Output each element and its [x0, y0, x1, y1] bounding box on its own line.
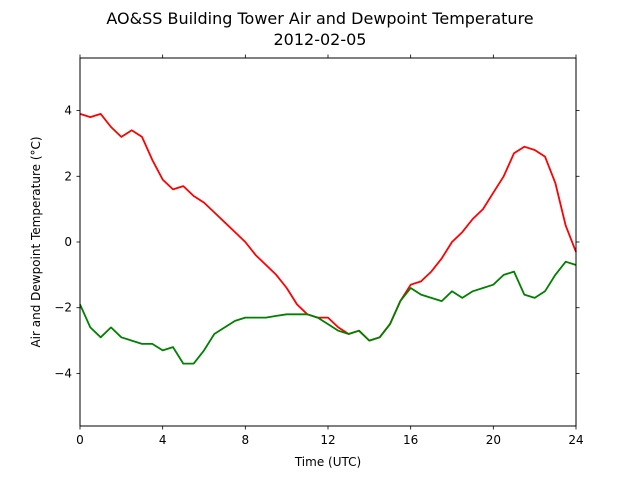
plot-frame	[79, 57, 577, 427]
x-tick-label: 24	[568, 433, 583, 447]
y-tick-label: −4	[54, 366, 72, 380]
series-line-1	[79, 260, 577, 365]
y-tick-label: −2	[54, 301, 72, 315]
y-tick-label: 2	[64, 169, 72, 183]
y-axis-label: Air and Dewpoint Temperature (°C)	[29, 136, 43, 347]
x-tick-label: 12	[320, 433, 335, 447]
y-tick-label: 0	[64, 235, 72, 249]
x-axis-label: Time (UTC)	[294, 455, 361, 469]
x-tick-label: 0	[76, 433, 84, 447]
y-tick-label: 4	[64, 104, 72, 118]
x-tick-label: 16	[403, 433, 418, 447]
x-tick-label: 20	[486, 433, 501, 447]
series-layer	[79, 113, 577, 365]
x-tick-label: 4	[159, 433, 167, 447]
chart-subtitle: 2012-02-05	[274, 30, 367, 49]
series-line-0	[79, 113, 577, 342]
x-tick-label: 8	[242, 433, 250, 447]
chart-title: AO&SS Building Tower Air and Dewpoint Te…	[106, 9, 533, 28]
